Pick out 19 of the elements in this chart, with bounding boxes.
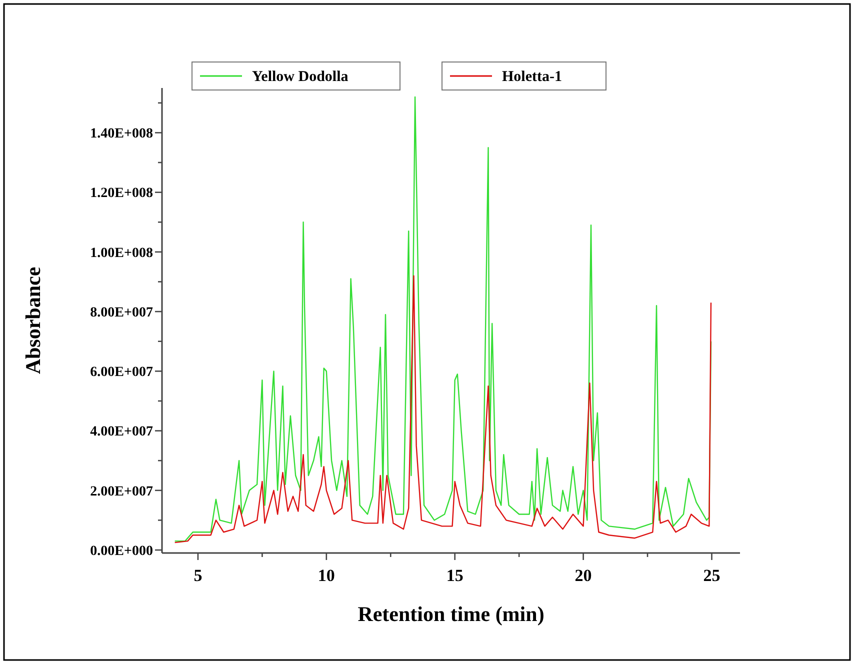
legend-label: Holetta-1 bbox=[502, 69, 562, 85]
x-tick-label: 25 bbox=[703, 566, 720, 585]
x-axis-title: Retention time (min) bbox=[358, 602, 544, 626]
y-tick-label: 2.00E+007 bbox=[90, 484, 153, 500]
x-tick-label: 20 bbox=[574, 566, 592, 585]
y-tick-label: 0.00E+000 bbox=[90, 544, 153, 559]
x-tick-label: 5 bbox=[194, 566, 202, 585]
y-tick-label: 1.00E+008 bbox=[90, 246, 153, 261]
y-tick-label: 6.00E+007 bbox=[90, 365, 153, 380]
legend-label: Yellow Dodolla bbox=[252, 69, 349, 85]
x-tick-label: 10 bbox=[318, 566, 335, 585]
line-series bbox=[174, 275, 712, 544]
x-tick-label: 15 bbox=[446, 566, 464, 585]
y-tick-label: 1.40E+008 bbox=[90, 126, 153, 142]
y-axis-title: Absorbance bbox=[21, 266, 45, 374]
y-tick-label: 1.20E+008 bbox=[90, 186, 153, 202]
y-tick-label: 8.00E+007 bbox=[90, 305, 153, 320]
y-tick-label: 4.00E+007 bbox=[90, 424, 153, 440]
line-series bbox=[174, 96, 712, 542]
